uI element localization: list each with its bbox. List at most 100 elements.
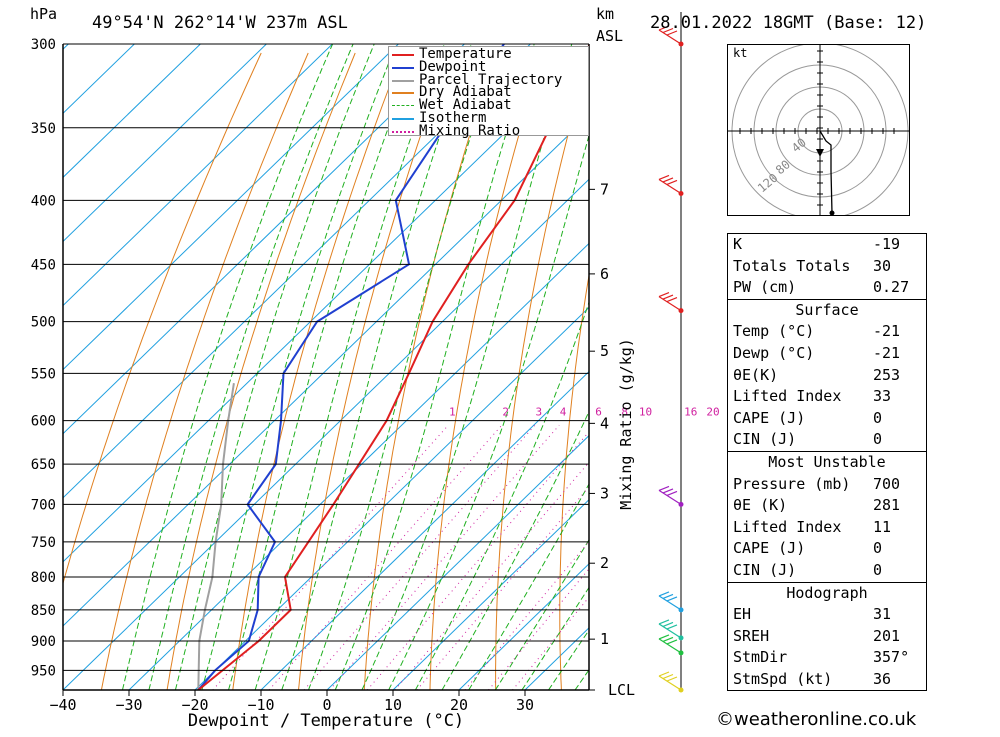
k-index-row: K -19: [733, 235, 901, 253]
surface-theta-row: θE(K) 253: [733, 365, 901, 384]
isotherm-line: [63, 44, 201, 179]
legend-swatch: [392, 117, 414, 120]
wind-barb-feather: [662, 636, 674, 642]
km-tick-label: 2: [600, 554, 609, 572]
isotherm-line: [326, 434, 589, 690]
hodograph-unit: kt: [733, 46, 748, 60]
hodograph-ring-label: 120: [755, 171, 781, 196]
wind-barb-feather: [662, 621, 674, 627]
legend-swatch: [392, 105, 414, 107]
wind-barb-feather: [666, 490, 678, 496]
wind-barb-staff: [658, 623, 682, 639]
mu-pressure-row: Pressure (mb) 700: [733, 474, 901, 493]
surface-temp-row: Temp (°C) -21: [733, 322, 901, 341]
copyright-link[interactable]: ©weatheronline.co.uk: [716, 709, 917, 730]
pressure-tick-label: 450: [31, 257, 56, 273]
legend-item: Parcel Trajectory: [389, 73, 588, 86]
wet-adiabat-line: [308, 44, 502, 690]
totals-totals-row: Totals Totals 30: [733, 256, 892, 275]
mixing-ratio-line: [394, 461, 589, 690]
x-tick-label: 0: [322, 696, 331, 714]
km-tick-label: LCL: [608, 681, 635, 699]
wet-adiabat-line: [174, 44, 375, 690]
mu-theta-row: θE (K) 281: [733, 496, 901, 515]
stmspd-row: StmSpd (kt) 36: [733, 669, 892, 688]
pw-row: PW (cm) 0.27: [733, 278, 910, 297]
wind-barb-feather: [666, 30, 678, 36]
pressure-tick-label: 300: [31, 37, 56, 53]
wind-barb-feather: [658, 485, 670, 491]
isotherm-line: [458, 563, 589, 690]
pressure-tick-label: 900: [31, 634, 56, 650]
isotherm-line: [194, 306, 589, 690]
storm-motion-marker: [816, 149, 824, 157]
dry-adiabat-line: [63, 52, 262, 586]
legend-swatch: [392, 66, 414, 69]
wind-barb-feather: [658, 292, 670, 298]
km-tick-label: 6: [600, 265, 609, 283]
surface-cin-row: CIN (J) 0: [733, 430, 883, 449]
legend-label: Dewpoint: [419, 58, 487, 75]
dry-adiabat-line: [363, 52, 497, 690]
wind-barb-staff: [658, 296, 682, 312]
legend-item: Wet Adiabat: [389, 97, 588, 114]
chart-legend: Temperature Dewpoint Parcel Trajectory Dry …: [388, 46, 589, 138]
dewpoint-line: [197, 44, 505, 690]
wind-barb-staff: [658, 638, 682, 654]
km-tick-label: 4: [600, 414, 609, 432]
parcel-trajectory-line: [197, 383, 235, 690]
hodograph-ring-label: 40: [789, 135, 809, 155]
wind-barb-feather: [658, 25, 670, 31]
wind-barb-feather: [662, 177, 674, 183]
isotherm-line: [63, 44, 333, 307]
hodograph-end-dot: [829, 210, 835, 216]
pressure-tick-label: 550: [31, 366, 56, 382]
wind-barb: [658, 671, 682, 691]
wet-adiabat-line: [148, 44, 354, 690]
legend-swatch: [392, 130, 414, 133]
km-tick-label: 1: [600, 630, 609, 648]
wet-adiabat-line: [201, 44, 397, 690]
wind-barb-feather: [662, 673, 674, 680]
wet-adiabat-line: [414, 300, 589, 690]
isotherm-line: [260, 370, 589, 690]
pressure-tick-label: 600: [31, 414, 56, 430]
isotherm-line: [392, 499, 589, 690]
pressure-tick-label: 350: [31, 121, 56, 137]
hodograph-ring-label: 80: [773, 157, 793, 177]
isotherm-line: [63, 178, 589, 690]
wind-barb-staff: [658, 489, 682, 505]
wind-barb-feather: [658, 619, 670, 625]
asl-axis-label: ASL: [596, 27, 623, 45]
mixing-ratio-axis-title: Mixing Ratio (g/kg): [617, 338, 635, 510]
surface-section-title: Surface: [728, 298, 926, 322]
wet-adiabat-line: [122, 44, 334, 690]
mixing-ratio-label: 8: [621, 406, 628, 419]
x-tick-label: 30: [516, 696, 534, 714]
legend-item: Temperature: [389, 47, 588, 61]
mixing-ratio-label: 10: [639, 406, 652, 419]
wind-barb: [658, 292, 682, 312]
surface-li-row: Lifted Index 33: [733, 387, 892, 406]
pressure-tick-label: 850: [31, 603, 56, 619]
wind-barb-feather: [666, 624, 678, 630]
km-axis-label: km: [596, 5, 614, 23]
hodograph-panel: 40 80 120 kt: [727, 42, 910, 220]
wind-barb-feather: [666, 676, 678, 682]
hpa-axis-label: hPa: [30, 5, 57, 23]
mixing-ratio-label: 2: [502, 406, 509, 419]
hodograph-trace: [819, 130, 833, 214]
stmdir-row: StmDir 357°: [733, 648, 910, 667]
pressure-tick-label: 400: [31, 193, 56, 209]
surface-dewp-row: Dewp (°C) -21: [733, 343, 901, 362]
wind-barb-feather: [662, 27, 674, 34]
wind-barb-feather: [662, 294, 674, 300]
dry-adiabat-line: [495, 55, 589, 690]
wet-adiabat-line: [281, 44, 472, 690]
pressure-tick-label: 950: [31, 663, 56, 679]
x-tick-label: −40: [49, 696, 76, 714]
legend-item: Mixing Ratio: [389, 124, 588, 138]
legend-label: Wet Adiabat: [419, 97, 512, 114]
legend-swatch: [392, 54, 414, 56]
